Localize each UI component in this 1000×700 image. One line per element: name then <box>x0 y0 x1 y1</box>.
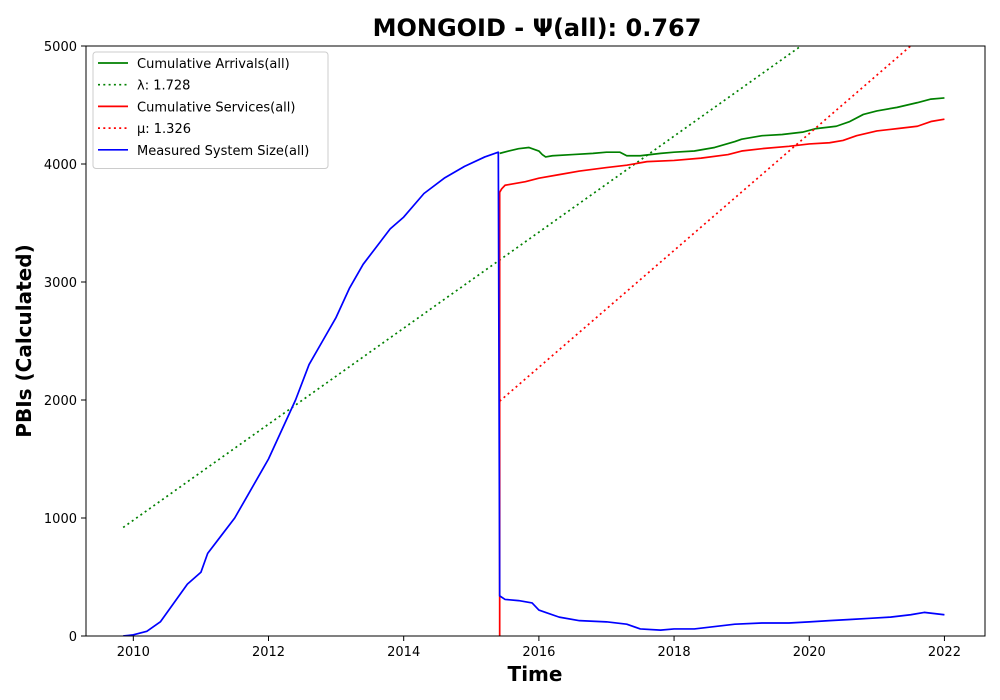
legend-label: λ: 1.728 <box>137 79 190 94</box>
y-axis-title: PBIs (Calculated) <box>12 244 36 437</box>
legend-label: μ: 1.326 <box>137 122 191 137</box>
x-axis-ticks: 2010 2012 2014 2016 2018 2020 2022 <box>117 636 961 660</box>
x-tick-label: 2022 <box>928 645 961 660</box>
x-tick-label: 2010 <box>117 645 150 660</box>
x-tick-label: 2012 <box>252 645 285 660</box>
series-line-1 <box>122 46 803 529</box>
x-tick-label: 2016 <box>522 645 555 660</box>
axes-frame <box>85 45 986 637</box>
chart-title: MONGOID - Ψ(all): 0.767 <box>373 14 702 42</box>
y-tick-label: 4000 <box>44 158 77 173</box>
x-tick-label: 2020 <box>793 645 826 660</box>
y-tick-label: 0 <box>69 630 77 645</box>
legend-box <box>92 51 329 169</box>
legend-label: Cumulative Services(all) <box>137 100 295 115</box>
series-line-0 <box>499 97 945 158</box>
y-tick-label: 2000 <box>44 394 77 409</box>
legend: Cumulative Arrivals(all) λ: 1.728 Cumulati… <box>92 51 329 169</box>
legend-label: Measured System Size(all) <box>137 144 309 159</box>
series-line-3 <box>499 46 912 402</box>
x-axis-title: Time <box>508 662 563 686</box>
y-tick-label: 5000 <box>44 40 77 55</box>
series-line-4 <box>123 151 945 636</box>
x-tick-label: 2018 <box>658 645 691 660</box>
y-tick-label: 3000 <box>44 276 77 291</box>
legend-label: Cumulative Arrivals(all) <box>137 57 290 72</box>
x-tick-label: 2014 <box>387 645 420 660</box>
y-tick-label: 1000 <box>44 512 77 527</box>
plot-area <box>122 46 945 636</box>
y-axis-ticks: 0 1000 2000 3000 4000 5000 <box>44 40 86 645</box>
series-line-2 <box>498 118 945 636</box>
